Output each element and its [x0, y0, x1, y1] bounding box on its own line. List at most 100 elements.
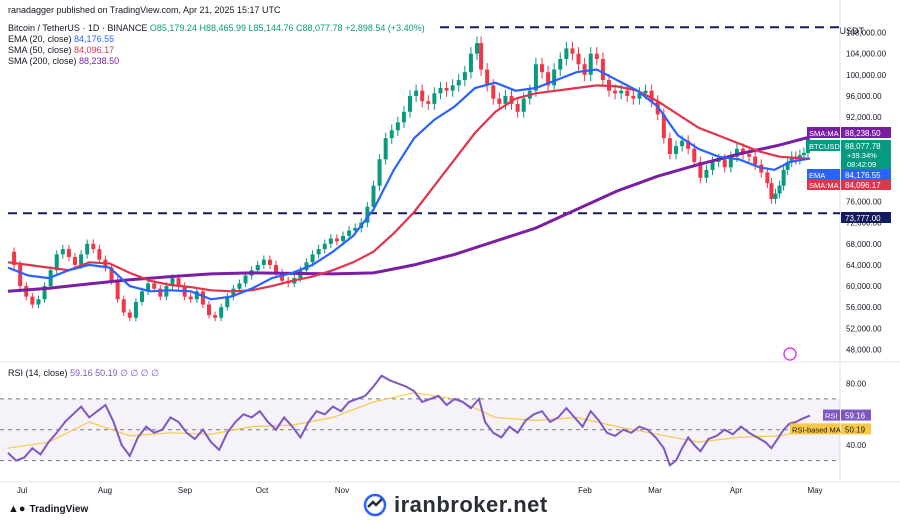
rsi-ma-tag-bg[interactable]	[841, 423, 871, 435]
candle-body[interactable]	[237, 283, 242, 289]
candle-body[interactable]	[450, 85, 455, 91]
candle-body[interactable]	[588, 53, 593, 75]
candle-body[interactable]	[576, 53, 581, 65]
candle-body[interactable]	[680, 140, 685, 147]
candle-body[interactable]	[158, 288, 163, 297]
candle-body[interactable]	[777, 185, 782, 194]
price-tag-bg[interactable]	[841, 169, 891, 180]
candle-body[interactable]	[613, 90, 618, 94]
candle-body[interactable]	[747, 154, 752, 157]
candle-body[interactable]	[673, 146, 678, 155]
candle-body[interactable]	[765, 172, 770, 184]
candle-body[interactable]	[432, 93, 437, 104]
candle-body[interactable]	[18, 264, 23, 287]
candle-body[interactable]	[261, 259, 266, 265]
candle-body[interactable]	[426, 101, 431, 104]
candle-body[interactable]	[36, 299, 41, 305]
candle-body[interactable]	[801, 152, 806, 156]
candle-body[interactable]	[30, 296, 35, 305]
candle-body[interactable]	[133, 301, 138, 318]
price-tag-bg[interactable]	[841, 212, 891, 223]
tradingview-logo[interactable]: ▲● TradingView	[8, 503, 88, 515]
candle-body[interactable]	[740, 148, 745, 155]
candle-body[interactable]	[710, 161, 715, 170]
candle-body[interactable]	[200, 291, 205, 305]
candle-body[interactable]	[73, 257, 78, 265]
candle-body[interactable]	[515, 103, 520, 112]
candle-body[interactable]	[176, 278, 181, 287]
candle-body[interactable]	[503, 95, 508, 104]
candle-body[interactable]	[785, 161, 790, 170]
candle-body[interactable]	[564, 48, 569, 59]
candle-body[interactable]	[462, 72, 467, 81]
candle-body[interactable]	[207, 304, 212, 316]
candle-body[interactable]	[152, 283, 157, 289]
candle-body[interactable]	[79, 254, 84, 265]
candle-body[interactable]	[600, 58, 605, 81]
candle-body[interactable]	[371, 185, 376, 207]
candle-body[interactable]	[225, 296, 230, 308]
candle-body[interactable]	[395, 122, 400, 131]
candle-body[interactable]	[280, 272, 285, 281]
candle-body[interactable]	[594, 53, 599, 59]
candle-body[interactable]	[341, 235, 346, 242]
candle-body[interactable]	[334, 238, 339, 242]
candle-body[interactable]	[475, 43, 480, 54]
candle-body[interactable]	[316, 249, 321, 255]
candle-body[interactable]	[789, 156, 794, 162]
candle-body[interactable]	[479, 43, 484, 70]
price-tag-bg[interactable]	[841, 179, 891, 190]
candle-body[interactable]	[389, 130, 394, 139]
candle-body[interactable]	[146, 283, 151, 292]
rsi-line[interactable]	[7, 374, 811, 467]
candle-body[interactable]	[552, 69, 557, 86]
candle-body[interactable]	[558, 58, 563, 70]
candle-body[interactable]	[625, 90, 630, 96]
candle-body[interactable]	[692, 148, 697, 162]
sma50-line[interactable]	[7, 84, 811, 293]
legend-ema[interactable]: EMA (20, close) 84,176.55	[8, 34, 114, 44]
candle-body[interactable]	[12, 251, 17, 265]
candle-body[interactable]	[698, 161, 703, 178]
candle-body[interactable]	[408, 95, 413, 112]
candle-body[interactable]	[170, 278, 175, 287]
candle-body[interactable]	[781, 169, 786, 186]
candle-body[interactable]	[310, 254, 315, 263]
candle-body[interactable]	[619, 90, 624, 94]
price-tag-bg[interactable]	[841, 127, 891, 138]
candle-body[interactable]	[231, 288, 236, 297]
candle-body[interactable]	[643, 90, 648, 94]
candle-body[interactable]	[667, 138, 672, 155]
candle-body[interactable]	[649, 90, 654, 102]
candle-body[interactable]	[497, 98, 502, 104]
candle-body[interactable]	[631, 95, 636, 99]
candle-body[interactable]	[438, 88, 443, 94]
candle-body[interactable]	[521, 98, 526, 112]
candle-body[interactable]	[274, 264, 279, 273]
rsi-legend[interactable]: RSI (14, close) 59.16 50.19 ∅ ∅ ∅ ∅	[8, 368, 159, 379]
candle-body[interactable]	[728, 156, 733, 168]
candle-body[interactable]	[97, 249, 102, 260]
candle-body[interactable]	[267, 259, 272, 265]
candle-body[interactable]	[769, 183, 774, 199]
candle-body[interactable]	[383, 138, 388, 160]
candle-body[interactable]	[91, 243, 96, 250]
candle-body[interactable]	[328, 238, 333, 244]
candle-body[interactable]	[539, 64, 544, 73]
candle-body[interactable]	[140, 291, 145, 302]
candle-body[interactable]	[54, 254, 59, 271]
legend-sma50[interactable]: SMA (50, close) 84,096.17	[8, 45, 114, 55]
candle-body[interactable]	[456, 80, 461, 86]
candle-body[interactable]	[468, 53, 473, 73]
candle-body[interactable]	[546, 72, 551, 86]
candle-body[interactable]	[491, 85, 496, 99]
candle-body[interactable]	[115, 280, 120, 300]
candle-body[interactable]	[109, 267, 114, 281]
candle-body[interactable]	[485, 69, 490, 86]
candle-body[interactable]	[661, 114, 666, 139]
candle-body[interactable]	[85, 243, 90, 255]
candle-body[interactable]	[219, 307, 224, 318]
candle-body[interactable]	[533, 64, 538, 91]
candle-body[interactable]	[322, 243, 327, 250]
